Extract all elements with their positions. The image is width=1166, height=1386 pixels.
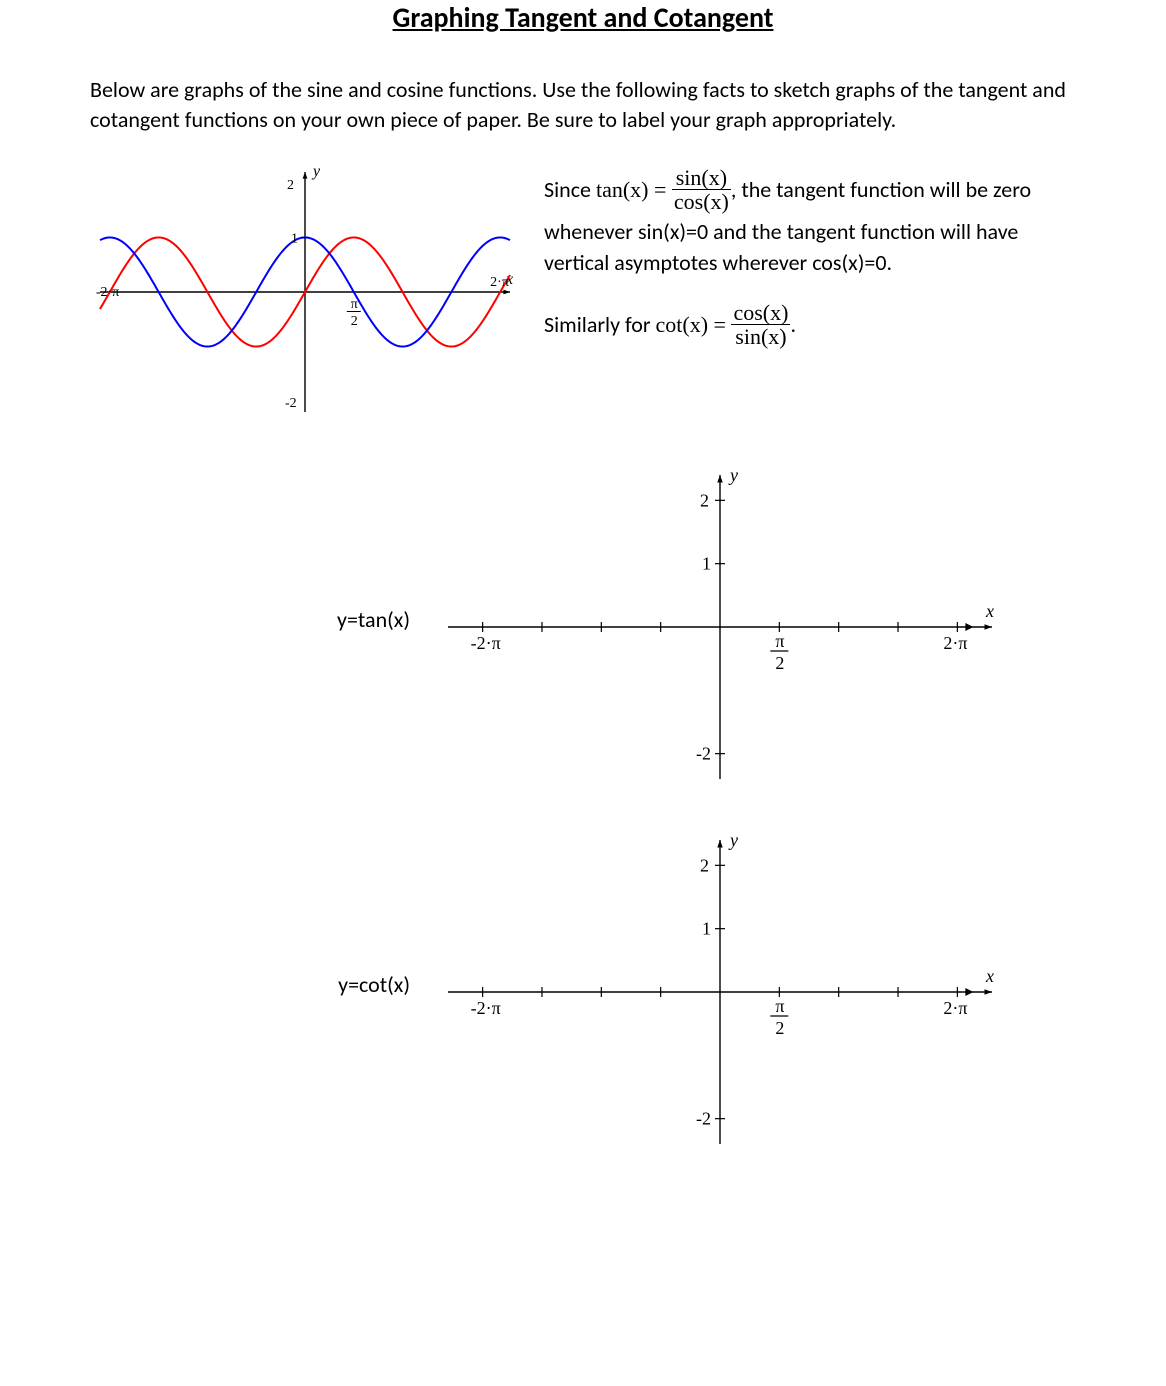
svg-text:1: 1 <box>702 919 711 939</box>
explain-p2-post: . <box>790 311 796 338</box>
svg-text:2·π: 2·π <box>943 633 967 653</box>
intro-paragraph: Below are graphs of the sine and cosine … <box>90 75 1076 134</box>
explanation-text: Since tan(x) = sin(x)cos(x), the tangent… <box>544 162 1076 374</box>
sine-cosine-row: yx21-2-2·ππ22·π Since tan(x) = sin(x)cos… <box>90 162 1076 427</box>
tan-fraction: sin(x)cos(x) <box>672 166 731 213</box>
cot-equation-lhs: cot(x) = <box>656 312 732 337</box>
svg-text:2: 2 <box>775 653 784 673</box>
svg-text:-2·π: -2·π <box>96 285 119 300</box>
cot-label: y=cot(x) <box>310 971 410 998</box>
svg-text:π: π <box>351 297 358 312</box>
svg-text:2: 2 <box>287 178 294 193</box>
cot-axes-row: y=cot(x) yx-2·π2·ππ221-2 <box>310 832 1076 1157</box>
svg-text:-2·π: -2·π <box>471 998 501 1018</box>
cot-fraction: cos(x)sin(x) <box>731 301 790 348</box>
svg-text:1: 1 <box>702 554 711 574</box>
svg-text:2·π: 2·π <box>490 275 509 290</box>
tan-numerator: sin(x) <box>672 166 731 190</box>
svg-text:-2: -2 <box>696 1109 711 1129</box>
svg-text:2: 2 <box>700 856 709 876</box>
svg-text:π: π <box>775 996 784 1016</box>
explain-p2-pre: Similarly for <box>544 311 656 338</box>
svg-text:y: y <box>728 467 738 485</box>
svg-text:-2: -2 <box>696 744 711 764</box>
page-title: Graphing Tangent and Cotangent <box>90 0 1076 35</box>
cot-numerator: cos(x) <box>731 301 790 325</box>
svg-text:x: x <box>985 966 994 986</box>
tan-denominator: cos(x) <box>672 190 731 213</box>
svg-text:y: y <box>311 163 321 180</box>
svg-text:2: 2 <box>351 314 358 329</box>
sine-cosine-graph: yx21-2-2·ππ22·π <box>90 162 520 427</box>
svg-text:-2·π: -2·π <box>471 633 501 653</box>
tan-axes-row: y=tan(x) yx-2·π2·ππ221-2 <box>310 467 1076 792</box>
explain-p1-pre: Since <box>544 176 596 203</box>
svg-text:π: π <box>775 631 784 651</box>
tan-label: y=tan(x) <box>310 606 410 633</box>
svg-text:x: x <box>985 601 994 621</box>
svg-text:2: 2 <box>775 1018 784 1038</box>
tan-blank-axes: yx-2·π2·ππ221-2 <box>440 467 1000 792</box>
tan-equation-lhs: tan(x) = <box>596 177 672 202</box>
svg-text:-2: -2 <box>285 396 297 411</box>
cot-blank-axes: yx-2·π2·ππ221-2 <box>440 832 1000 1157</box>
svg-text:1: 1 <box>291 232 298 247</box>
svg-text:2·π: 2·π <box>943 998 967 1018</box>
svg-text:y: y <box>728 832 738 850</box>
svg-text:2: 2 <box>700 491 709 511</box>
cot-denominator: sin(x) <box>731 325 790 348</box>
